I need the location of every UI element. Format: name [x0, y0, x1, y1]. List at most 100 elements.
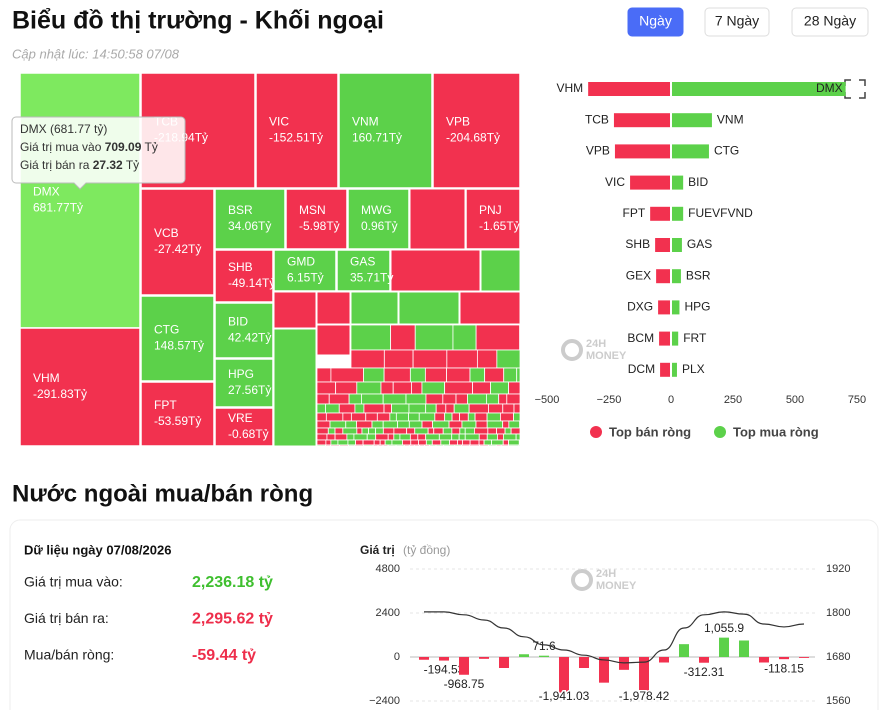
- tile-other: [408, 444, 415, 447]
- tile-other: [345, 420, 357, 429]
- tile-other: [414, 427, 429, 435]
- watermark: 24H: [586, 338, 606, 350]
- tile-other: [497, 433, 504, 441]
- tile-name: MWG: [361, 203, 392, 217]
- tab-label[interactable]: Ngày: [639, 13, 672, 29]
- tab-label[interactable]: 7 Ngày: [715, 13, 759, 29]
- bar-value-label: -194.53: [424, 663, 465, 677]
- bar-value-label: -968.75: [444, 677, 485, 691]
- tile-other: [433, 427, 444, 435]
- tile-other: [389, 412, 397, 422]
- tile-other: [500, 412, 514, 422]
- tile-other: [429, 444, 437, 447]
- tile-other: [337, 439, 349, 446]
- tile-other: [356, 420, 373, 429]
- bar: [672, 331, 679, 346]
- tile-other: [348, 444, 356, 447]
- tile-other: [406, 427, 416, 435]
- tile-other: [425, 393, 444, 405]
- tooltip-unit: Tỷ: [141, 140, 157, 154]
- tile-other: [316, 367, 332, 383]
- tile-value: 35.71Tỷ: [350, 271, 393, 285]
- tooltip-row: Giá trị mua vào 709.09 Tỷ: [20, 140, 158, 154]
- tab[interactable]: [704, 7, 770, 37]
- bar: [630, 175, 670, 190]
- tile-other: [502, 439, 509, 446]
- tile-other: [424, 367, 447, 383]
- tile-other: [330, 439, 339, 446]
- bar-label: GEX: [626, 268, 651, 282]
- tile-other: [316, 433, 328, 441]
- tile: [214, 249, 274, 303]
- tile-other: [366, 433, 377, 441]
- legend-dot: [714, 426, 726, 438]
- tile-other: [409, 367, 426, 383]
- y2-tick-label: 1800: [826, 607, 850, 619]
- bar-value-label: 71.6: [532, 639, 556, 653]
- x-tick-label: 250: [724, 394, 742, 406]
- bar-label: BCM: [627, 331, 654, 345]
- bar: [672, 82, 846, 96]
- tile-other: [363, 444, 374, 447]
- tile-other: [453, 403, 470, 414]
- tile-other: [373, 439, 381, 446]
- tile-other: [408, 412, 420, 422]
- tile-other: [395, 444, 405, 447]
- tooltip-value: 709.09: [105, 140, 142, 154]
- tile-other: [334, 433, 348, 441]
- tile-other: [425, 439, 433, 446]
- tile-other: [395, 412, 409, 422]
- tab[interactable]: [791, 7, 869, 37]
- tile-other: [446, 349, 478, 369]
- tile-value: 34.06Tỷ: [228, 219, 271, 233]
- bar: [439, 657, 449, 661]
- bar: [658, 300, 670, 315]
- bar: [799, 657, 809, 658]
- tile-other: [350, 412, 367, 422]
- tile-other: [473, 427, 489, 435]
- tile: [347, 188, 410, 250]
- tile-other: [393, 433, 401, 441]
- tile-other: [508, 439, 520, 446]
- tile-other: [504, 427, 512, 435]
- tile-other: [273, 291, 317, 329]
- card-value: 2,236.18 tỷ: [192, 574, 273, 591]
- tile-other: [513, 403, 521, 414]
- bar: [579, 657, 589, 668]
- tile-other: [478, 439, 485, 446]
- tile-other: [338, 403, 356, 414]
- tile-other: [354, 403, 365, 414]
- expand-icon[interactable]: [844, 79, 866, 99]
- tile-other: [382, 444, 389, 447]
- tile-other: [329, 420, 347, 429]
- tile-other: [413, 444, 420, 447]
- tile: [19, 72, 141, 329]
- tile-other: [458, 433, 466, 441]
- tile-other: [469, 439, 480, 446]
- x-tick-label: −250: [597, 394, 622, 406]
- bar-label: FPT: [622, 206, 645, 220]
- tile-other: [354, 444, 365, 447]
- tile-other: [476, 349, 498, 369]
- tile-other: [508, 381, 521, 395]
- bar-value-label: -1,978.42: [619, 689, 670, 703]
- tab[interactable]: [627, 7, 684, 37]
- tile-other: [334, 427, 344, 435]
- tile-other: [455, 393, 468, 405]
- tile-other: [316, 291, 351, 325]
- tooltip-row: Giá trị bán ra 27.32 Tỷ: [20, 158, 139, 172]
- tile-other: [484, 367, 505, 383]
- bar: [639, 657, 649, 694]
- tile-value: -1.65Tỷ: [479, 219, 520, 233]
- tile-value: 27.56Tỷ: [228, 383, 271, 397]
- y2-tick-label: 1680: [826, 651, 850, 663]
- tile-other: [459, 412, 469, 422]
- tile-name: VHM: [33, 371, 60, 385]
- tab-label[interactable]: 28 Ngày: [804, 13, 856, 29]
- tile-other: [325, 403, 340, 414]
- tile-other: [472, 381, 491, 395]
- tile-other: [361, 427, 369, 435]
- tile-name: SHB: [228, 260, 253, 274]
- tile-other: [440, 439, 450, 446]
- tile-other: [377, 444, 384, 447]
